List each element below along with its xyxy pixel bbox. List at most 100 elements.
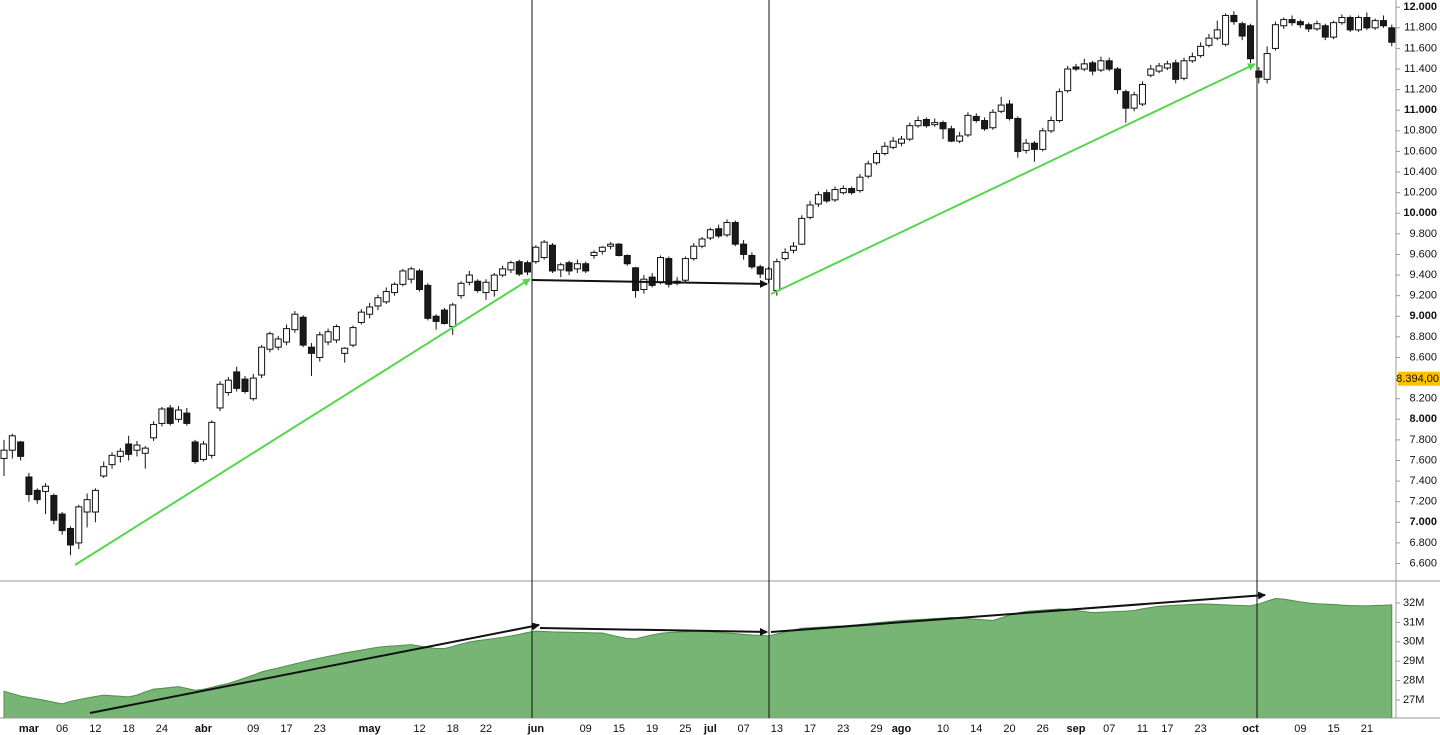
candle-body [1006, 103, 1014, 119]
x-tick-label: may [359, 723, 382, 735]
candle-body [1280, 19, 1288, 27]
candle-body [1147, 68, 1155, 76]
candle-body [1188, 56, 1196, 62]
candle-body [1338, 17, 1346, 24]
candle-body [175, 409, 183, 420]
x-tick-label: 18 [447, 723, 459, 735]
candle-body [1172, 62, 1180, 80]
candle-body [199, 443, 207, 460]
candle-body [524, 262, 532, 273]
y-tick-label: 7.000 [1409, 516, 1437, 528]
candle-body [781, 251, 789, 260]
candle-body [1263, 53, 1271, 80]
candle-body [1097, 60, 1105, 71]
candle-body [1238, 23, 1246, 37]
x-tick-label: 07 [737, 723, 749, 735]
candle-body [956, 135, 964, 142]
y-tick-label: 11.000 [1404, 104, 1437, 116]
x-tick-label: 12 [89, 723, 101, 735]
candle-body [125, 443, 133, 455]
candle-body [756, 266, 764, 275]
candle-body [532, 246, 540, 263]
candle-body [42, 485, 50, 492]
candle-body [1155, 65, 1163, 72]
candle-body [1039, 130, 1047, 150]
candle-body [748, 254, 756, 268]
candle-body [499, 268, 507, 276]
x-tick-label: 15 [1327, 723, 1339, 735]
candle-body [407, 268, 415, 280]
y-tick-label: 9.000 [1409, 310, 1437, 322]
candle-body [557, 264, 565, 271]
x-tick-label: 15 [613, 723, 625, 735]
x-tick-label: jun [527, 723, 545, 735]
candle-body [864, 163, 872, 177]
candle-body [1330, 22, 1338, 38]
candle-body [349, 327, 357, 346]
candle-body [540, 241, 548, 259]
y-tick-label: 11.600 [1404, 42, 1437, 54]
price-marker-label: 8.394,00 [1396, 373, 1439, 385]
candle-body [1080, 63, 1088, 70]
lower-y-tick-label: 32M [1403, 597, 1424, 609]
candle-body [640, 278, 648, 290]
x-tick-label: abr [195, 723, 213, 735]
x-tick-label: 10 [937, 723, 949, 735]
y-tick-label: 11.400 [1404, 63, 1437, 75]
candle-body [590, 251, 598, 256]
candle-body [972, 115, 980, 122]
y-tick-label: 10.200 [1403, 187, 1437, 199]
candle-body [1230, 14, 1238, 23]
candle-body [465, 274, 473, 283]
candle-body [740, 243, 748, 255]
candle-body [332, 326, 340, 341]
y-tick-label: 7.400 [1409, 475, 1437, 487]
candle-body [416, 270, 423, 290]
candle-body [1371, 20, 1379, 29]
candle-body [66, 527, 74, 546]
trend-arrow [531, 279, 768, 288]
lower-y-tick-label: 31M [1403, 616, 1424, 628]
candle-body [1271, 24, 1279, 49]
x-tick-label: 12 [413, 723, 425, 735]
y-tick-label: 9.600 [1409, 248, 1437, 260]
candle-body [100, 466, 108, 477]
candle-body [17, 441, 25, 457]
x-tick-label: 13 [771, 723, 783, 735]
candle-body [1014, 117, 1022, 152]
x-tick-label: 07 [1103, 723, 1115, 735]
x-tick-label: mar [19, 723, 40, 735]
candle-body [166, 407, 174, 424]
candle-body [1122, 91, 1130, 109]
candle-body [33, 489, 41, 501]
candle-body [324, 331, 332, 343]
candle-body [582, 263, 590, 272]
candle-body [607, 243, 615, 247]
candle-body [873, 152, 881, 164]
candle-body [490, 274, 498, 292]
y-tick-label: 8.000 [1409, 413, 1437, 425]
candle-body [0, 449, 8, 459]
y-tick-label: 12.000 [1403, 1, 1437, 13]
candle-body [399, 270, 407, 285]
x-tick-label: 11 [1137, 723, 1148, 735]
candle-body [773, 261, 781, 292]
candle-body [191, 441, 199, 463]
candle-body [1205, 37, 1213, 46]
candle-body [1313, 23, 1321, 30]
candle-body [947, 128, 955, 142]
candle-body [116, 450, 124, 457]
candle-body [964, 114, 972, 136]
y-tick-label: 11.800 [1404, 22, 1437, 34]
axes: 6.600 6.800 7.000 7.200 7.400 7.600 7.800 8.000… [19, 1, 1440, 735]
x-tick-label: 09 [1294, 723, 1306, 735]
candle-body [258, 346, 266, 376]
candle-body [1346, 17, 1354, 31]
y-tick-label: 8.600 [1409, 351, 1437, 363]
candle-body [681, 258, 689, 281]
y-tick-label: 6.600 [1409, 557, 1437, 569]
candle-body [656, 257, 664, 283]
x-tick-label: 19 [646, 723, 658, 735]
candle-body [1030, 142, 1038, 150]
